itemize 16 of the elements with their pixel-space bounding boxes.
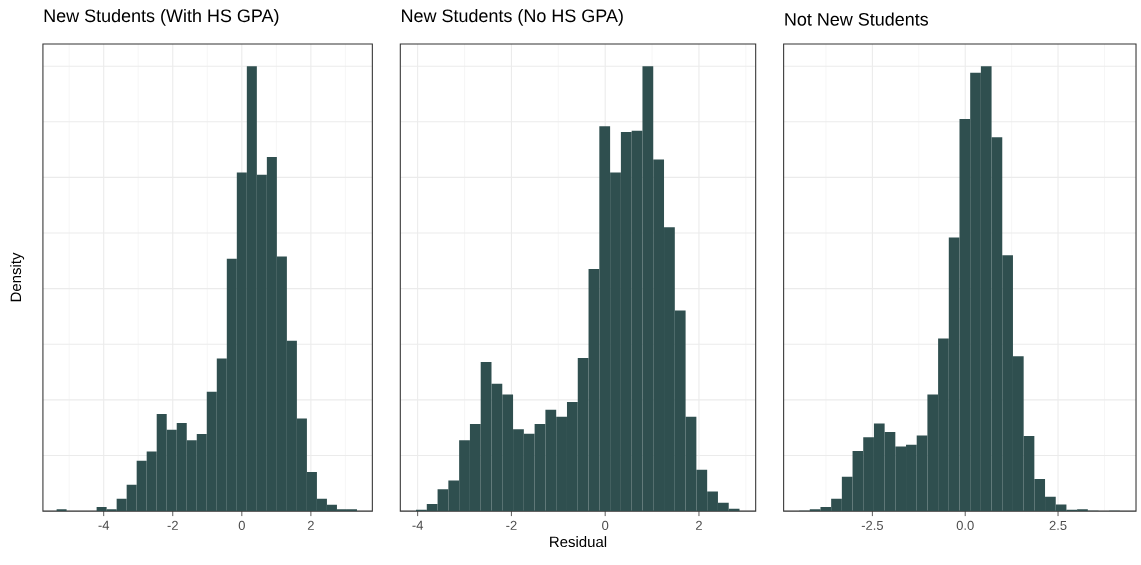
x-tick-label: 2 <box>696 520 702 530</box>
x-tick-label: 0.0 <box>956 520 974 530</box>
x-tick-label: -2 <box>506 520 517 530</box>
x-tick-label: 0 <box>238 520 245 530</box>
x-tick-label: -4 <box>98 520 110 530</box>
chart-title: New Students (With HS GPA) <box>44 8 279 26</box>
x-tick-label: -2.5 <box>861 520 884 530</box>
x-axis-title: Residual <box>550 536 607 548</box>
x-tick-label: -2 <box>167 520 178 530</box>
chart-title: New Students (No HS GPA) <box>402 8 623 26</box>
x-tick-label: 2.5 <box>1049 520 1067 530</box>
x-tick-label: -4 <box>412 520 424 530</box>
y-axis-title: Density <box>10 252 25 302</box>
x-tick-label: 2 <box>307 520 314 530</box>
chart-title: Not New Students <box>785 12 929 26</box>
x-tick-label: 0 <box>602 520 609 530</box>
